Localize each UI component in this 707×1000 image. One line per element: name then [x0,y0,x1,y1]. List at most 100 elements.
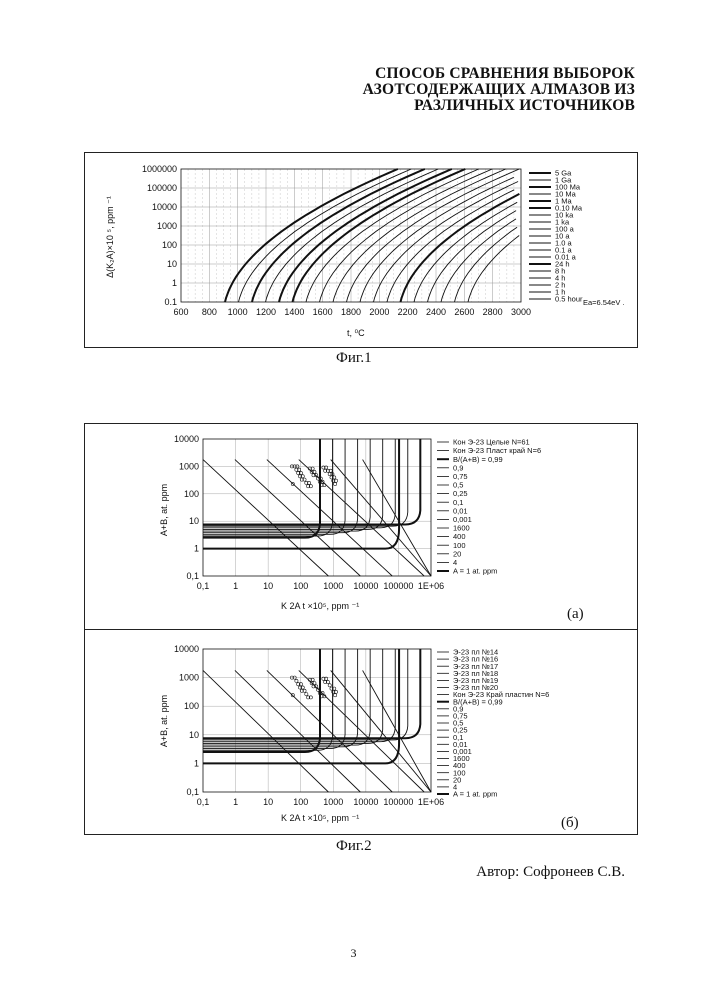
title-line-3: РАЗЛИЧНЫХ ИСТОЧНИКОВ [363,98,635,114]
figure-1-x-tick-label: 1400 [284,307,304,317]
figure-2-iso-curve [203,649,395,742]
figure-2-y-tick-label: 1000 [179,461,199,471]
figure-1-legend-label: 0.5 hour [555,295,583,304]
figure-2-iso-curve [203,649,358,747]
figure-1-chart: 6008001000120014001600180020002200240026… [85,153,637,347]
figure-2-frame: 0,11101001000100001000001E+0610000100010… [84,423,638,835]
figure-2-data-point [334,694,337,697]
figure-2-y-tick-label: 100 [184,489,199,499]
figure-1-curve [414,202,517,302]
figure-1-frame: 6008001000120014001600180020002200240026… [84,152,638,348]
figure-2-x-tick-label: 100000 [383,581,413,591]
figure-1-x-tick-label: 1800 [341,307,361,317]
figure-2-diagonal-curve [203,460,328,576]
figure-2a-y-axis-label: A+B, at. ppm [159,484,169,536]
figure-1-y-tick-label: 0.1 [164,297,177,307]
figure-2-y-tick-label: 100 [184,701,199,711]
figure-2-x-tick-label: 100 [293,797,308,807]
figure-2a-chart: 0,11101001000100001000001E+0610000100010… [85,424,637,629]
figure-2-x-tick-label: 10 [263,797,273,807]
figure-1-x-tick-label: 2200 [398,307,418,317]
figure-2-diagonal-curve [299,670,424,792]
figure-2-y-tick-label: 0,1 [186,571,199,581]
figure-2a-plot-area [203,439,431,576]
figure-1-curve [455,227,518,302]
figure-1-curve [239,169,412,302]
figure-2b-y-axis-label: A+B, at. ppm [159,695,169,747]
figure-2-diagonal-curve [235,460,360,576]
figure-2b-chart: 0,11101001000100001000001E+0610000100010… [85,629,637,834]
figure-1-x-axis-label: t, ⁰C [347,328,365,338]
figure-1-x-tick-label: 2800 [483,307,503,317]
figure-2-y-tick-label: 10000 [174,434,199,444]
figure-1-curve [279,169,452,302]
figure-1-y-tick-label: 10 [167,259,177,269]
title-line-2: АЗОТСОДЕРЖАЩИХ АЛМАЗОВ ИЗ [363,82,635,98]
figure-2-legend-label: A = 1 at. ppm [453,567,497,576]
figure-2a-x-axis-label: K 2A t ×10⁵, ppm ⁻¹ [281,601,359,611]
figure-2-x-tick-label: 1E+06 [418,581,444,591]
figure-1-curve [360,177,514,302]
figure-2-diagonal-curve [203,670,328,792]
figure-1-y-tick-label: 10000 [152,202,177,212]
figure-2-x-tick-label: 100000 [383,797,413,807]
figure-2-data-point [334,482,337,485]
figure-1-x-tick-label: 800 [202,307,217,317]
figure-1-y-tick-label: 100000 [147,183,177,193]
figure-2-x-tick-label: 10000 [353,581,378,591]
figure-1-curve [225,169,398,302]
figure-2a-panel-label: (а) [567,606,584,622]
figure-2b-x-axis-label: K 2A t ×10⁵, ppm ⁻¹ [281,813,359,823]
figure-1-note: Ea=6.54eV . [583,298,625,307]
figure-2-caption: Фиг.2 [336,838,372,855]
figure-2-x-tick-label: 1000 [323,581,343,591]
figure-2-x-tick-label: 10000 [353,797,378,807]
figure-2-legend-label: A = 1 at. ppm [453,790,497,799]
figure-2-y-tick-label: 10 [189,516,199,526]
figure-1-curve [401,194,520,302]
figure-1-y-tick-label: 1000 [157,221,177,231]
page-number: 3 [0,946,707,961]
author-line: Автор: Софронеев С.В. [476,864,625,881]
figure-2-iso-curve [203,439,395,528]
figure-2-x-tick-label: 1 [233,797,238,807]
figure-2-y-tick-label: 1000 [179,673,199,683]
document-title: СПОСОБ СРАВНЕНИЯ ВЫБОРОК АЗОТСОДЕРЖАЩИХ … [363,66,635,114]
figure-2-diagonal-curve [267,460,392,576]
figure-1-y-tick-label: 1 [172,278,177,288]
figure-2-data-point [305,693,308,696]
figure-2-y-tick-label: 10 [189,730,199,740]
figure-2-y-tick-label: 0,1 [186,787,199,797]
figure-2-iso-curve [203,649,333,750]
figure-2-x-tick-label: 1 [233,581,238,591]
figure-2-x-tick-label: 0,1 [197,581,210,591]
figure-1-x-tick-label: 2000 [369,307,389,317]
figure-2-data-point [328,684,331,687]
figure-2-x-tick-label: 0,1 [197,797,210,807]
figure-2-diagonal-curve [331,670,431,792]
figure-1-x-tick-label: 3000 [511,307,531,317]
figure-1-x-tick-label: 1000 [228,307,248,317]
figure-2b-plot-area [203,649,431,792]
figure-1-caption: Фиг.1 [336,350,372,367]
figure-2-data-point [295,679,298,682]
figure-2-x-tick-label: 1000 [323,797,343,807]
title-line-1: СПОСОБ СРАВНЕНИЯ ВЫБОРОК [363,66,635,82]
figure-2-diagonal-curve [331,460,431,576]
figure-1-x-tick-label: 1200 [256,307,276,317]
figure-1-x-tick-label: 2600 [454,307,474,317]
figure-1-x-tick-label: 2400 [426,307,446,317]
figure-2-x-tick-label: 1E+06 [418,797,444,807]
figure-2-iso-curve [203,649,345,749]
figure-2-y-tick-label: 10000 [174,644,199,654]
figure-1-y-axis-label: Δ(K₂A)×10 ⁵, ppm ⁻¹ [105,196,115,278]
figure-1-y-tick-label: 100 [162,240,177,250]
figure-2-y-tick-label: 1 [194,758,199,768]
figure-2-x-tick-label: 100 [293,581,308,591]
figure-2-y-tick-label: 1 [194,544,199,554]
figure-1-x-tick-label: 600 [173,307,188,317]
figure-2-diagonal-curve [267,670,392,792]
figure-1-curve [374,182,519,303]
figure-2-iso-curve [203,439,358,533]
figure-1-y-tick-label: 1000000 [142,164,177,174]
